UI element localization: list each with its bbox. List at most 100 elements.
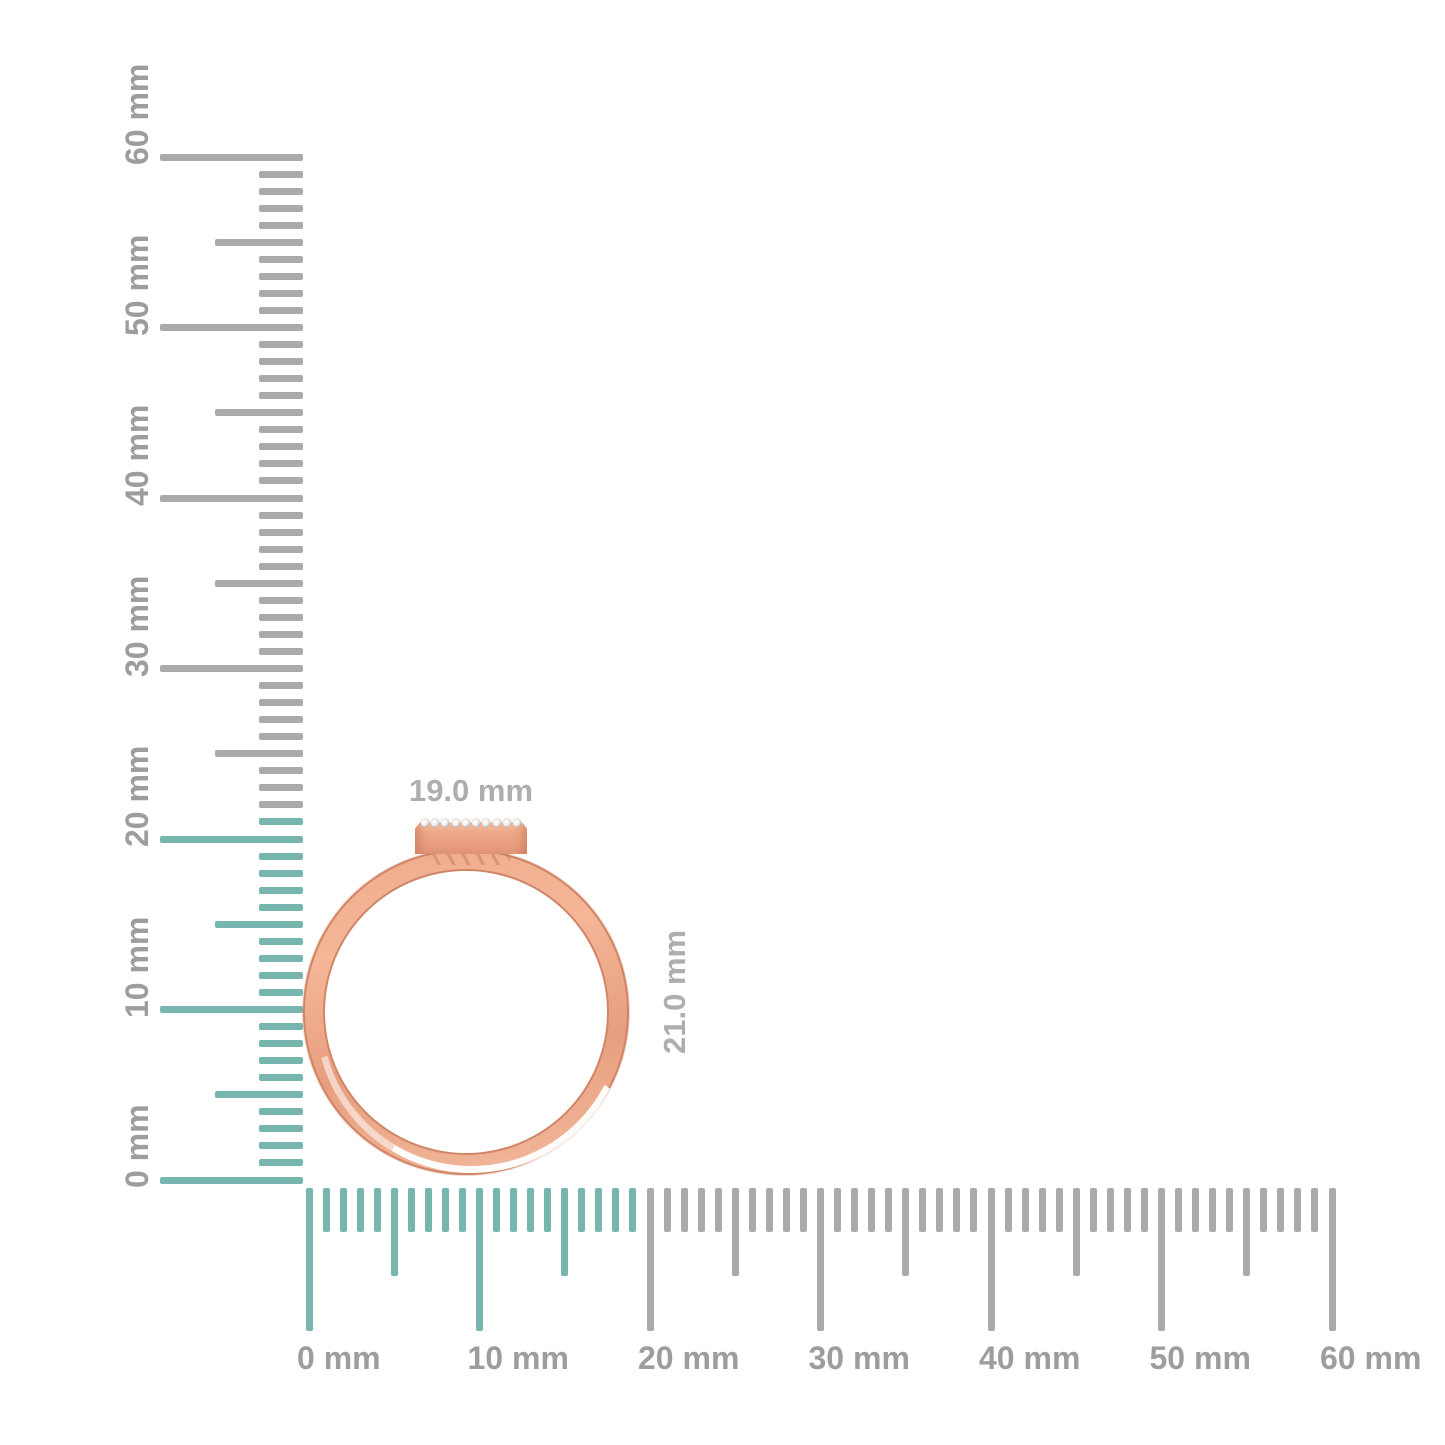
width-dimension-label: 19.0 mm — [408, 773, 534, 808]
v-ruler-label-50mm: 50 mm — [119, 234, 155, 336]
v-tick-37mm — [259, 545, 303, 553]
h-tick-15mm — [561, 1188, 569, 1276]
h-ruler-label-0mm: 0 mm — [297, 1340, 381, 1376]
h-tick-21mm — [663, 1188, 671, 1232]
v-tick-60mm — [160, 153, 303, 161]
h-tick-52mm — [1192, 1188, 1200, 1232]
v-tick-54mm — [259, 255, 303, 263]
v-tick-19mm — [259, 852, 303, 860]
h-tick-12mm — [510, 1188, 518, 1232]
h-tick-16mm — [578, 1188, 586, 1232]
h-tick-5mm — [390, 1188, 398, 1276]
h-tick-39mm — [970, 1188, 978, 1232]
h-tick-33mm — [868, 1188, 876, 1232]
h-tick-51mm — [1175, 1188, 1183, 1232]
h-tick-8mm — [441, 1188, 449, 1232]
diamond-stone — [482, 818, 491, 827]
v-tick-21mm — [259, 818, 303, 826]
v-ruler-label-0mm: 0 mm — [119, 1104, 155, 1188]
v-tick-12mm — [259, 971, 303, 979]
v-tick-27mm — [259, 716, 303, 724]
v-tick-46mm — [259, 392, 303, 400]
ring-inner-hole — [325, 871, 607, 1153]
v-ruler-label-20mm: 20 mm — [119, 745, 155, 847]
v-tick-47mm — [259, 375, 303, 383]
h-tick-60mm — [1328, 1188, 1336, 1331]
v-tick-11mm — [259, 988, 303, 996]
v-tick-39mm — [259, 511, 303, 519]
v-ruler-label-60mm: 60 mm — [119, 63, 155, 165]
h-tick-48mm — [1123, 1188, 1131, 1232]
v-tick-8mm — [259, 1040, 303, 1048]
v-tick-7mm — [259, 1057, 303, 1065]
v-tick-0mm — [160, 1176, 303, 1184]
diamond-stone — [421, 818, 429, 827]
diamond-stone — [512, 818, 521, 827]
v-tick-5mm — [215, 1091, 303, 1099]
h-tick-26mm — [748, 1188, 756, 1232]
h-tick-30mm — [817, 1188, 824, 1331]
v-tick-13mm — [259, 954, 303, 962]
h-tick-18mm — [612, 1188, 620, 1232]
h-tick-56mm — [1260, 1188, 1268, 1232]
diamond-stone — [461, 818, 470, 827]
h-tick-49mm — [1140, 1188, 1148, 1232]
v-tick-49mm — [259, 341, 303, 349]
h-tick-17mm — [595, 1188, 603, 1232]
h-tick-29mm — [799, 1188, 807, 1232]
v-tick-4mm — [259, 1108, 303, 1116]
h-tick-43mm — [1038, 1188, 1046, 1232]
h-tick-59mm — [1311, 1188, 1319, 1232]
v-tick-57mm — [259, 204, 303, 212]
h-tick-20mm — [646, 1188, 654, 1331]
h-tick-35mm — [902, 1188, 910, 1276]
h-ruler-label-30mm: 30 mm — [808, 1340, 910, 1376]
v-tick-22mm — [259, 801, 303, 809]
h-tick-47mm — [1106, 1188, 1114, 1232]
h-tick-44mm — [1055, 1188, 1063, 1232]
v-tick-1mm — [259, 1159, 303, 1167]
diamond-stone — [431, 818, 440, 827]
h-tick-45mm — [1072, 1188, 1080, 1276]
h-tick-19mm — [629, 1188, 637, 1232]
v-tick-29mm — [259, 682, 303, 690]
v-tick-33mm — [259, 613, 303, 621]
v-tick-56mm — [259, 221, 303, 229]
h-tick-58mm — [1294, 1188, 1302, 1232]
v-ruler-label-40mm: 40 mm — [119, 404, 155, 506]
h-tick-27mm — [765, 1188, 773, 1232]
h-tick-53mm — [1209, 1188, 1217, 1232]
h-tick-25mm — [731, 1188, 739, 1276]
v-ruler-label-10mm: 10 mm — [119, 916, 155, 1018]
v-tick-30mm — [160, 665, 303, 672]
v-tick-43mm — [259, 443, 303, 451]
v-tick-52mm — [259, 289, 303, 297]
v-tick-14mm — [259, 937, 303, 945]
v-tick-45mm — [215, 409, 303, 417]
h-ruler-label-10mm: 10 mm — [467, 1340, 569, 1376]
h-tick-1mm — [322, 1188, 330, 1232]
h-tick-55mm — [1243, 1188, 1251, 1276]
ring-gallery-detail — [432, 853, 510, 865]
h-tick-4mm — [373, 1188, 381, 1232]
v-ruler-label-30mm: 30 mm — [119, 575, 155, 677]
v-tick-9mm — [259, 1023, 303, 1031]
v-tick-41mm — [259, 477, 303, 485]
h-tick-38mm — [953, 1188, 961, 1232]
v-tick-38mm — [259, 528, 303, 536]
diamond-stone — [441, 818, 450, 827]
h-tick-54mm — [1226, 1188, 1234, 1232]
v-tick-28mm — [259, 699, 303, 707]
h-tick-22mm — [680, 1188, 688, 1232]
v-tick-51mm — [259, 306, 303, 314]
v-tick-26mm — [259, 733, 303, 741]
v-tick-59mm — [259, 170, 303, 178]
v-tick-6mm — [259, 1074, 303, 1082]
h-tick-13mm — [527, 1188, 535, 1232]
h-tick-3mm — [356, 1188, 364, 1232]
v-tick-36mm — [259, 562, 303, 570]
h-tick-40mm — [987, 1188, 995, 1331]
diamond-stone — [472, 818, 481, 827]
v-tick-17mm — [259, 886, 303, 894]
diamond-stone — [502, 818, 511, 827]
